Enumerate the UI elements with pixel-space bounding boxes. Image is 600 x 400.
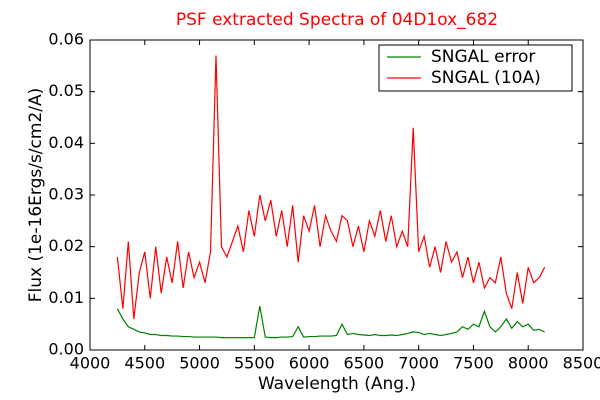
x-tick-label: 6000 [289, 354, 330, 373]
series-line [116, 55, 546, 320]
x-tick-label: 8000 [508, 354, 549, 373]
x-tick-label: 6500 [344, 354, 385, 373]
y-tick-label: 0.00 [48, 340, 84, 359]
y-tick-label: 0.06 [48, 30, 84, 49]
y-tick-label: 0.04 [48, 133, 84, 152]
y-tick-label: 0.02 [48, 236, 84, 255]
legend-label: SNGAL (10A) [431, 68, 541, 88]
x-tick-label: 4000 [70, 354, 111, 373]
y-axis-label: Flux (1e-16Ergs/s/cm2/A) [26, 88, 46, 303]
x-tick-label: 8500 [563, 354, 600, 373]
legend-label: SNGAL error [431, 47, 535, 67]
x-axis-label: Wavelength (Ang.) [258, 374, 416, 394]
x-tick-label: 5000 [179, 354, 220, 373]
x-tick-label: 5500 [234, 354, 275, 373]
x-tick-label: 7500 [453, 354, 494, 373]
chart-title: PSF extracted Spectra of 04D1ox_682 [176, 10, 498, 30]
x-tick-label: 4500 [124, 354, 165, 373]
y-tick-label: 0.01 [48, 288, 84, 307]
plot-frame [89, 39, 584, 351]
y-tick-label: 0.05 [48, 81, 84, 100]
x-tick-label: 7000 [398, 354, 439, 373]
series-line [116, 305, 545, 339]
y-tick-label: 0.03 [48, 185, 84, 204]
legend-box [378, 44, 573, 92]
